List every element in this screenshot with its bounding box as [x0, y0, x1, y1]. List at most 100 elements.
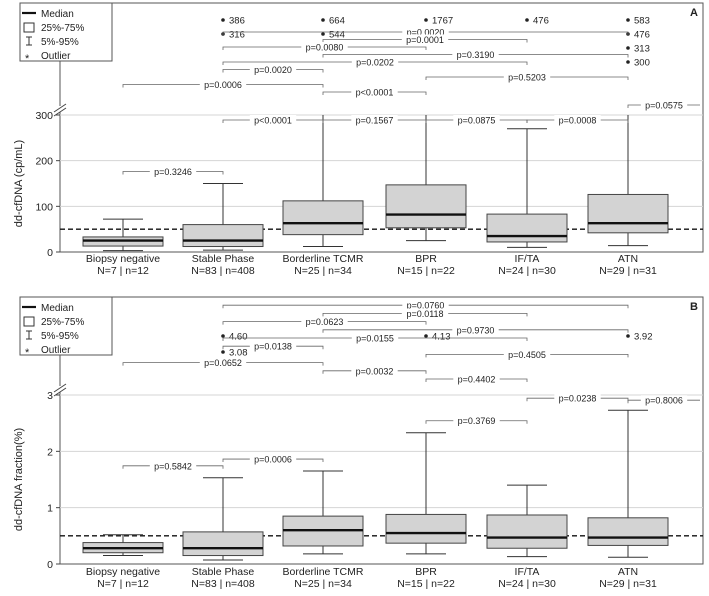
outlier-point	[424, 334, 428, 338]
significance-bracket: p=0.1567	[322, 115, 427, 126]
p-value-label: p=0.8006	[645, 396, 683, 406]
axis-break-mark	[53, 103, 67, 113]
p-value-backdrop	[301, 42, 348, 52]
box-group	[282, 115, 364, 248]
axis-break-gap	[54, 106, 66, 112]
legend-iqr-label: 25%-75%	[41, 23, 84, 34]
outlier-point	[424, 18, 428, 22]
y-tick-label: 1	[47, 503, 53, 515]
box-group	[587, 409, 669, 558]
sample-size-label: N=29 | n=31	[599, 265, 657, 277]
p-value-backdrop	[452, 49, 499, 60]
p-value-label: p=0.3246	[154, 167, 192, 177]
p-value-label: p=0.3190	[457, 50, 495, 60]
y-axis-label: dd-cfDNA (cp/mL)	[13, 140, 25, 227]
iqr-box	[587, 193, 669, 234]
box-group	[182, 183, 264, 251]
sample-size-label: N=24 | n=30	[498, 578, 556, 590]
p-value-label: p=0.9730	[457, 325, 495, 335]
x-tick-label: Biopsy negative	[86, 253, 160, 265]
sample-size-label: N=25 | n=34	[294, 265, 352, 277]
significance-bracket: p<0.0001	[222, 115, 324, 126]
legend-outlier-label: Outlier	[41, 345, 71, 356]
panel-letter: A	[690, 7, 698, 19]
x-tick-label: BPR	[415, 253, 437, 265]
outlier-value-label: 3.08	[229, 348, 248, 359]
p-value-backdrop	[453, 115, 500, 125]
p-value-backdrop	[199, 79, 247, 90]
significance-bracket: p=0.0623	[222, 316, 427, 327]
p-value-backdrop	[351, 365, 398, 376]
legend-whisker-label: 5%-95%	[41, 37, 79, 48]
iqr-box	[182, 531, 264, 557]
p-value-backdrop	[351, 333, 399, 343]
p-value-label: p=0.0138	[254, 342, 292, 352]
p-value-backdrop	[452, 324, 499, 335]
legend-whisker-swatch	[26, 36, 32, 46]
x-tick-label: Stable Phase	[192, 566, 255, 578]
p-value-label: p=0.0202	[356, 58, 394, 68]
box-group	[282, 470, 364, 555]
p-value-backdrop	[249, 64, 297, 75]
p-value-label: p=0.0020	[407, 28, 445, 38]
sample-size-label: N=29 | n=31	[599, 578, 657, 590]
y-tick-label: 0	[47, 247, 53, 259]
p-value-backdrop	[301, 316, 348, 327]
box-group	[182, 477, 264, 561]
p-value-label: p=0.4402	[458, 375, 496, 385]
p-value-label: p=0.0020	[254, 65, 292, 75]
p-value-backdrop	[249, 115, 297, 125]
sample-size-label: N=7 | n=12	[97, 578, 149, 590]
outlier-point	[221, 334, 225, 338]
p-value-backdrop	[199, 357, 247, 368]
plot-frame	[59, 2, 704, 253]
iqr-box	[385, 513, 467, 544]
significance-bracket: p=0.3769	[425, 415, 528, 426]
significance-bracket: p=0.0155	[222, 333, 528, 344]
y-tick-label: 0	[47, 559, 53, 571]
significance-bracket: p=0.3190	[322, 49, 629, 60]
plot-frame	[59, 296, 704, 565]
significance-bracket: p=0.3246	[122, 166, 224, 177]
x-tick-label: BPR	[415, 566, 437, 578]
outlier-value-label: 476	[634, 30, 650, 41]
p-value-backdrop	[401, 308, 449, 319]
p-value-backdrop	[554, 393, 601, 404]
significance-bracket: p=0.0080	[222, 42, 427, 53]
p-value-label: p=0.0575	[645, 101, 683, 111]
significance-bracket: p=0.5842	[122, 460, 224, 471]
significance-bracket: p=0.0006	[222, 454, 324, 465]
iqr-box	[282, 200, 364, 236]
p-value-label: p=0.5203	[508, 73, 546, 83]
x-tick-label: Borderline TCMR	[283, 253, 364, 265]
p-value-backdrop	[453, 415, 500, 426]
outlier-value-label: 4.60	[229, 332, 248, 343]
p-value-label: p=0.5842	[154, 461, 192, 471]
significance-bracket: p=0.0238	[526, 393, 629, 404]
legend-outlier-label: Outlier	[41, 51, 71, 62]
axis-break-mark	[53, 383, 67, 393]
p-value-label: p=0.0001	[406, 35, 444, 45]
p-value-backdrop	[149, 166, 197, 177]
significance-bracket: p=0.0020	[222, 64, 324, 75]
p-value-backdrop	[351, 87, 398, 97]
significance-bracket: p=0.8006	[627, 395, 700, 406]
p-value-label: p=0.0080	[306, 43, 344, 53]
significance-bracket: p=0.0118	[322, 308, 528, 319]
panel-letter: B	[690, 301, 698, 313]
p-value-backdrop	[453, 374, 500, 384]
x-tick-label: Borderline TCMR	[283, 566, 364, 578]
outlier-value-label: 544	[329, 30, 345, 41]
significance-bracket: p=0.0202	[222, 57, 528, 68]
iqr-box	[486, 213, 568, 243]
sample-size-label: N=83 | n=408	[191, 578, 255, 590]
legend: Median 25%-75% 5%-95% * Outlier	[19, 296, 113, 359]
outlier-value-label: 583	[634, 16, 650, 27]
significance-bracket: p=0.0001	[322, 34, 528, 45]
panel-b-chart: Bdd-cfDNA fraction(%) 0 1 2 3 Biopsy negative…	[13, 296, 704, 590]
outlier-point	[626, 334, 630, 338]
box-group	[82, 534, 164, 557]
p-value-backdrop	[402, 300, 449, 311]
p-value-label: p=0.0652	[204, 358, 242, 368]
box-group	[385, 432, 467, 555]
